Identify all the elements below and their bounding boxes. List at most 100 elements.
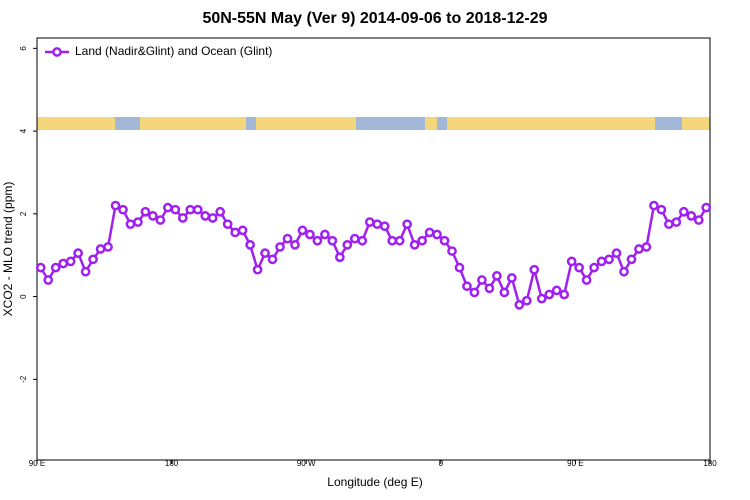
land-segment [682, 117, 710, 130]
data-point [701, 202, 712, 213]
data-point [574, 262, 584, 273]
x-tick-label: 180 [703, 459, 717, 468]
data-point [566, 256, 577, 267]
data-point [148, 211, 158, 221]
data-point [626, 254, 637, 265]
data-point [559, 289, 570, 300]
data-point [267, 254, 278, 265]
data-point [357, 235, 368, 246]
data-point [207, 213, 218, 223]
data-point [409, 240, 420, 250]
data-point [275, 242, 285, 252]
data-point [73, 248, 83, 258]
x-tick-label: 0 [439, 459, 444, 468]
data-point [35, 262, 46, 273]
data-point [163, 202, 173, 213]
data-point [282, 233, 293, 244]
land-segment [37, 117, 115, 130]
data-point [320, 229, 330, 240]
data-point [656, 204, 667, 215]
x-axis-label: Longitude (deg E) [327, 475, 422, 489]
data-point [200, 211, 211, 221]
y-tick-label: 4 [19, 128, 28, 133]
data-point [349, 233, 360, 244]
data-point [454, 262, 465, 273]
data-point [177, 213, 188, 223]
data-point [514, 300, 525, 310]
data-point [529, 264, 540, 275]
data-point [245, 240, 255, 250]
data-point [342, 240, 353, 250]
data-point [394, 235, 405, 246]
data-point [43, 275, 54, 285]
data-point [596, 256, 607, 267]
data-point [125, 219, 136, 230]
data-point [155, 215, 166, 225]
x-tick-label: 90 W [297, 459, 316, 468]
data-point [619, 266, 629, 277]
data-point [536, 293, 547, 304]
data-point [544, 289, 555, 300]
data-point [521, 295, 532, 306]
data-point [222, 219, 233, 230]
data-point [50, 262, 61, 273]
land-mask [37, 117, 710, 130]
data-point [118, 204, 128, 215]
data-point [604, 254, 614, 265]
data-point [693, 215, 704, 225]
data-point [252, 264, 263, 275]
data-point [379, 221, 390, 232]
data-point [290, 240, 300, 250]
data-point [88, 254, 98, 265]
data-point [492, 271, 502, 281]
data-point [611, 248, 622, 258]
data-point [589, 262, 599, 273]
data-point [462, 281, 472, 292]
data-point [372, 219, 383, 230]
data-point [424, 227, 435, 238]
land-segment [447, 117, 655, 130]
data-point [215, 206, 226, 217]
data-point [506, 273, 517, 283]
data-point [402, 219, 412, 230]
data-point [417, 235, 427, 246]
y-tick-label: 0 [19, 294, 28, 299]
data-point [327, 235, 338, 246]
data-point [237, 225, 248, 236]
data-point [432, 229, 442, 240]
data-point [551, 285, 562, 296]
data-point [477, 275, 487, 285]
land-segment [256, 117, 356, 130]
data-point [686, 211, 697, 221]
data-point [671, 217, 682, 227]
data-point [58, 258, 69, 269]
data-point [305, 229, 315, 240]
data-point [387, 235, 398, 246]
data-point [469, 287, 480, 298]
data-point [297, 225, 308, 236]
data-point [192, 204, 203, 215]
legend-marker [52, 47, 62, 57]
land-segment [140, 117, 246, 130]
data-point [649, 200, 659, 211]
data-point [185, 204, 196, 215]
data-point [678, 206, 689, 217]
y-tick-label: 2 [19, 211, 28, 216]
data-point [499, 287, 510, 298]
y-axis-label: XCO2 - MLO trend (ppm) [1, 182, 15, 317]
legend-label: Land (Nadir&Glint) and Ocean (Glint) [75, 44, 272, 58]
plot-frame [36, 37, 711, 461]
data-point [664, 219, 674, 230]
y-tick-label: 6 [19, 46, 28, 51]
data-point [439, 235, 450, 246]
data-point [634, 244, 644, 254]
data-point [95, 244, 106, 254]
data-point [140, 206, 151, 217]
data-point [260, 248, 270, 258]
data-point [230, 227, 241, 238]
data-point [133, 217, 143, 227]
data-point [447, 246, 457, 256]
x-tick-label: 90 E [29, 459, 45, 468]
data-point [65, 256, 76, 267]
